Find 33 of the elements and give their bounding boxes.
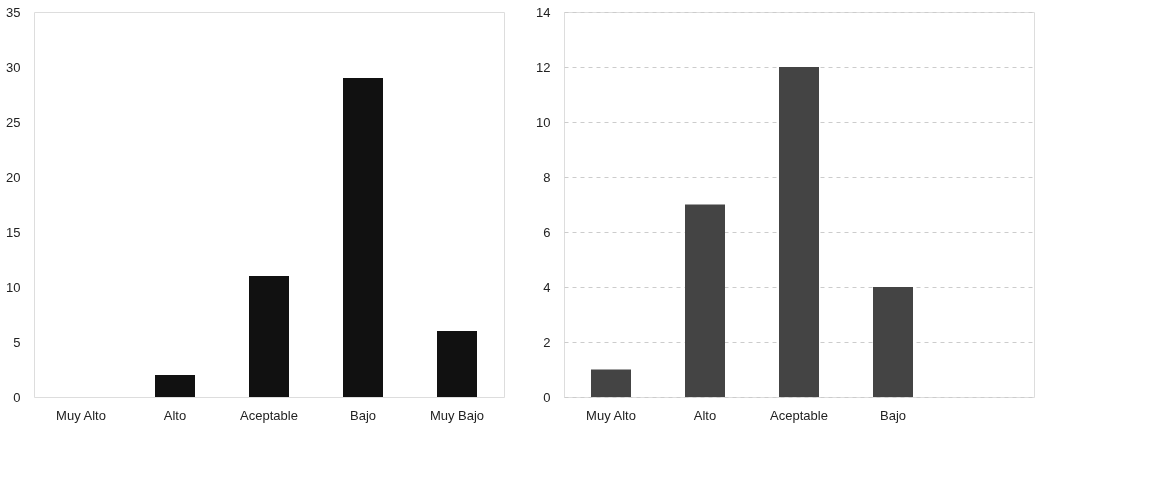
x-tick-label: Bajo	[349, 407, 377, 423]
bar	[779, 67, 819, 397]
x-tick-label: Muy Alto	[56, 407, 106, 423]
x-tick-label: Muy Bajo	[429, 407, 485, 423]
y-tick-label: 10	[536, 114, 551, 130]
x-tick-label: Muy Alto	[586, 407, 636, 423]
x-tick-label: Aceptable	[240, 407, 298, 423]
bar	[591, 369, 631, 397]
y-tick-label: 35	[6, 4, 21, 20]
y-tick-label: 30	[6, 59, 21, 75]
y-tick-label: 6	[543, 224, 551, 240]
y-tick-label: 0	[543, 389, 551, 405]
x-tick-label: Bajo	[879, 407, 907, 423]
y-tick-label: 25	[6, 114, 21, 130]
y-tick-label: 4	[543, 279, 551, 295]
y-tick-label: 14	[536, 4, 551, 20]
y-tick-label: 12	[536, 59, 551, 75]
x-tick-label: Aceptable	[770, 407, 828, 423]
y-tick-label: 8	[543, 169, 551, 185]
y-tick-label: 10	[6, 279, 21, 295]
y-tick-label: 2	[543, 334, 551, 350]
bar	[155, 375, 195, 397]
y-tick-label: 5	[13, 334, 21, 350]
bar	[685, 204, 725, 397]
bar	[249, 276, 289, 397]
bar	[343, 78, 383, 397]
y-tick-label: 15	[6, 224, 21, 240]
bar	[437, 331, 477, 397]
y-tick-label: 0	[13, 389, 21, 405]
bar	[873, 287, 913, 397]
x-tick-label: Alto	[693, 407, 717, 423]
y-tick-label: 20	[6, 169, 21, 185]
x-tick-label: Alto	[163, 407, 187, 423]
